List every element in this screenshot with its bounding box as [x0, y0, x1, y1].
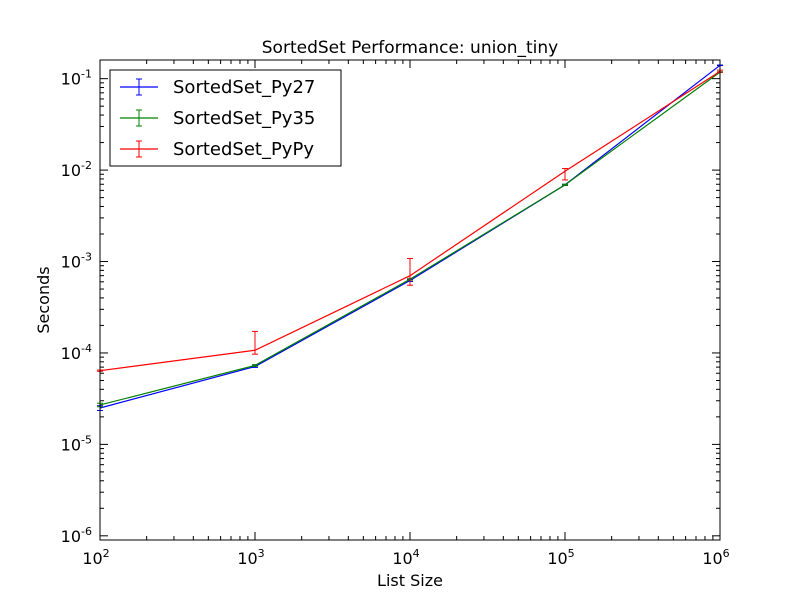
legend: SortedSet_Py27 SortedSet_Py35 SortedSet_Py…: [109, 69, 342, 167]
y-tick-label: 10-5: [61, 433, 92, 454]
legend-items: SortedSet_Py27 SortedSet_Py35 SortedSet_Py…: [120, 77, 315, 160]
y-tick-label: 10-2: [61, 159, 92, 180]
x-tick-label: 103: [237, 547, 264, 568]
error-bar: [252, 330, 258, 355]
ticks-layer: 102 103 104 105 106 10-6 10-5 10-4 10-3 10-2 10-1: [61, 60, 730, 568]
legend-label: SortedSet_Py35: [173, 108, 315, 129]
x-tick-label: 105: [547, 547, 574, 568]
y-tick-label: 10-4: [61, 342, 92, 363]
y-tick-label: 10-1: [61, 68, 92, 89]
series-SortedSet_PyPy: [97, 69, 723, 372]
x-tick-label: 104: [392, 547, 419, 568]
legend-item: SortedSet_Py27: [120, 77, 315, 98]
legend-item: SortedSet_PyPy: [120, 139, 314, 160]
error-bar: [562, 168, 568, 181]
legend-label: SortedSet_Py27: [173, 77, 315, 98]
legend-label: SortedSet_PyPy: [173, 139, 314, 160]
x-axis-label: List Size: [377, 571, 443, 590]
chart-title: SortedSet Performance: union_tiny: [262, 38, 558, 58]
x-tick-label: 106: [702, 547, 729, 568]
y-axis-label: Seconds: [34, 266, 53, 333]
error-bar: [407, 257, 413, 286]
error-bar: [252, 364, 258, 367]
y-tick-label: 10-6: [61, 525, 92, 546]
y-tick-label: 10-3: [61, 251, 92, 272]
error-bar: [562, 183, 568, 186]
legend-item: SortedSet_Py35: [120, 108, 315, 129]
x-tick-label: 102: [82, 547, 109, 568]
